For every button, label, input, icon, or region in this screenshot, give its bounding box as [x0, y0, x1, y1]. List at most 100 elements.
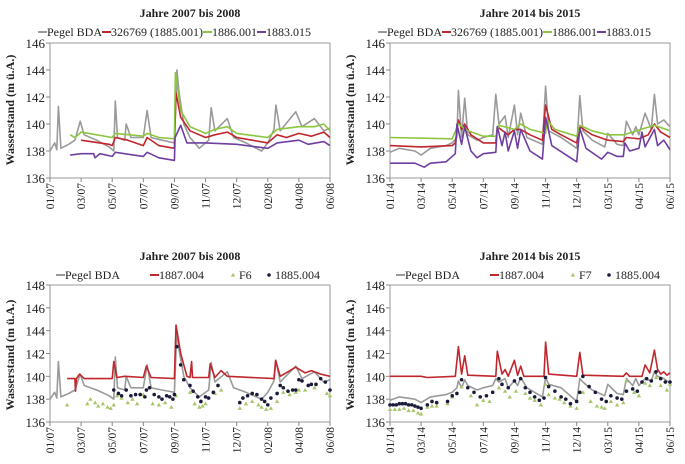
data-point	[574, 406, 579, 410]
y-tick-label: 142	[366, 90, 386, 105]
x-tick-label: 09/14	[509, 427, 521, 453]
x-tick-label: 05/14	[447, 427, 459, 453]
data-point	[559, 395, 563, 399]
data-point	[653, 375, 659, 380]
data-point	[218, 387, 224, 392]
y-axis-label: Wasserstand (m ü.A.)	[3, 55, 17, 166]
data-point	[445, 399, 450, 404]
data-point	[243, 401, 249, 406]
data-point	[418, 411, 424, 416]
data-point	[188, 383, 192, 388]
data-point	[169, 404, 174, 409]
data-point	[507, 394, 512, 399]
data-point	[658, 376, 663, 381]
x-tick-label: 06/08	[325, 183, 337, 209]
data-point	[587, 384, 591, 389]
x-tick-label: 12/14	[572, 183, 584, 209]
data-point	[542, 396, 546, 400]
y-tick-label: 144	[366, 63, 386, 78]
x-tick-label: 04/08	[294, 427, 306, 453]
legend-swatch	[607, 273, 611, 277]
x-tick-label: 12/07	[232, 183, 244, 209]
x-tick-label: 11/07	[201, 427, 213, 453]
y-tick-label: 140	[366, 117, 386, 132]
legend-label: 1886.001	[212, 25, 257, 39]
series-326769-1885-001-	[389, 104, 671, 148]
data-point	[187, 390, 193, 394]
y-tick-label: 146	[26, 301, 46, 316]
data-point	[615, 396, 619, 400]
data-point	[293, 388, 298, 392]
legend-label: 1885.004	[615, 268, 660, 282]
data-point	[130, 396, 135, 401]
data-point	[290, 388, 295, 392]
legend-label: 326769 (1885.001)	[111, 25, 203, 39]
data-point	[543, 382, 548, 386]
y-tick-label: 136	[366, 171, 386, 186]
series-line	[69, 71, 331, 140]
x-tick-label: 09/07	[169, 427, 181, 453]
data-point	[434, 403, 439, 408]
legend: Pegel BDA 1887.004 F6 1885.004	[56, 268, 320, 282]
series-pegel-bda	[389, 85, 671, 156]
x-tick-label: 07/14	[478, 427, 490, 453]
data-point	[119, 395, 124, 400]
chart-title: Jahre 2007 bis 2008	[140, 6, 241, 20]
data-point	[181, 377, 186, 382]
data-point	[241, 396, 245, 400]
x-tick-label: 04/15	[634, 427, 646, 453]
data-point	[287, 392, 292, 397]
y-tick-label: 142	[366, 347, 386, 362]
data-point	[274, 399, 280, 404]
data-point	[594, 403, 600, 408]
data-point	[500, 382, 504, 387]
legend-label: 1885.004	[275, 268, 320, 282]
data-point	[668, 380, 672, 384]
data-point	[496, 385, 502, 390]
data-point	[574, 399, 579, 404]
data-point	[580, 390, 586, 394]
data-point	[502, 388, 508, 393]
data-point	[472, 390, 476, 395]
x-tick-label: 03/15	[603, 427, 615, 453]
y-tick-label: 148	[366, 278, 386, 293]
data-point	[553, 389, 557, 393]
legend-label: 1883.015	[266, 25, 311, 39]
data-point	[392, 407, 397, 412]
data-point	[663, 380, 668, 384]
x-tick-label: 11/07	[201, 183, 213, 209]
data-point	[658, 383, 663, 388]
data-point	[445, 401, 450, 406]
data-point	[259, 404, 264, 409]
x-tick-label: 02/08	[263, 183, 275, 209]
data-point	[328, 388, 332, 392]
data-point	[178, 363, 183, 367]
data-point	[296, 387, 302, 392]
data-point	[490, 390, 495, 395]
data-point	[416, 405, 420, 409]
series-1885-004	[111, 344, 332, 407]
chart-panel-1: Jahre 2007 bis 2008 Wasserstand (m ü.A.) 1…	[3, 6, 337, 209]
data-point	[300, 379, 304, 383]
data-point	[647, 383, 652, 388]
legend: Pegel BDA 1887.004 F7 1885.004	[396, 268, 660, 282]
data-point	[262, 399, 267, 404]
data-point	[581, 374, 585, 379]
data-point	[203, 395, 208, 399]
data-point	[203, 401, 208, 406]
series-line	[80, 92, 331, 150]
data-point	[391, 403, 395, 407]
y-tick-label: 148	[26, 278, 46, 293]
data-point	[138, 392, 143, 397]
data-point	[538, 402, 544, 407]
data-point	[268, 406, 274, 410]
series-pegel-bda	[49, 329, 331, 400]
data-point	[636, 393, 642, 398]
series-1886-001	[389, 119, 671, 140]
series-1886-001	[69, 71, 331, 140]
data-point	[162, 400, 168, 405]
data-point	[528, 390, 532, 395]
data-point	[667, 382, 673, 386]
data-point	[474, 402, 480, 407]
data-point	[518, 376, 523, 381]
